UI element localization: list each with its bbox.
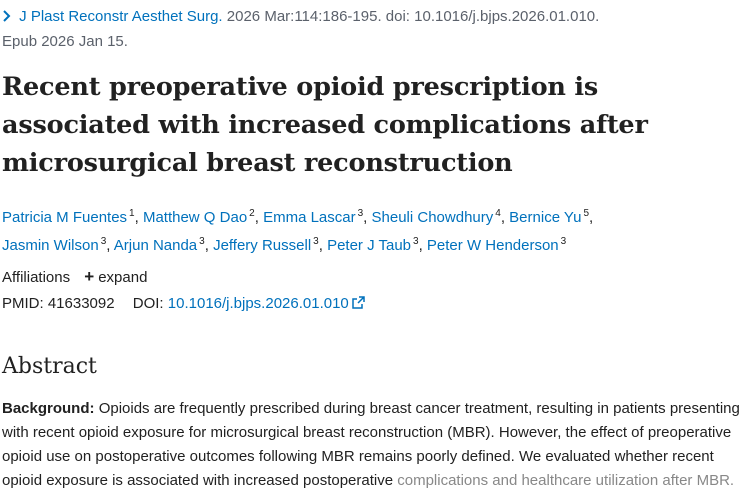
- identifiers-row: PMID: 41633092 DOI: 10.1016/j.bjps.2026.…: [2, 293, 365, 316]
- abstract-background: Background: Opioids are frequently presc…: [2, 397, 748, 493]
- author-link[interactable]: Bernice Yu: [509, 209, 582, 226]
- affiliation-number[interactable]: 5: [583, 208, 590, 219]
- author-link[interactable]: Matthew Q Dao: [142, 209, 248, 226]
- affiliation-number[interactable]: 3: [413, 236, 419, 247]
- doi-label: DOI:: [132, 295, 164, 312]
- author-link[interactable]: Arjun Nanda: [113, 237, 198, 254]
- doi-value: 10.1016/j.bjps.2026.01.010: [167, 295, 349, 312]
- pmid-value: 41633092: [47, 295, 115, 312]
- affiliation-number[interactable]: 3: [100, 236, 107, 247]
- external-link-icon: [352, 294, 365, 316]
- author-link[interactable]: Peter W Henderson: [426, 237, 559, 254]
- expand-label: expand: [98, 269, 148, 286]
- affiliation-number[interactable]: 3: [313, 236, 319, 247]
- citation-line: J Plast Reconstr Aesthet Surg. 2026 Mar:…: [2, 4, 742, 54]
- author-link[interactable]: Jasmin Wilson: [2, 237, 99, 254]
- affiliation-number[interactable]: 1: [129, 208, 135, 219]
- author-link[interactable]: Patricia M Fuentes: [2, 209, 128, 226]
- affiliation-number[interactable]: 4: [495, 208, 501, 219]
- article-title: Recent preoperative opioid prescription …: [2, 72, 648, 178]
- chevron-right-icon[interactable]: [2, 8, 15, 25]
- author-list: Patricia M Fuentes 1, Matthew Q Dao 2, Emm…: [2, 208, 594, 254]
- author-link[interactable]: Peter J Taub: [327, 237, 412, 254]
- affiliation-number[interactable]: 3: [357, 208, 364, 219]
- epub-date: Epub 2026 Jan 15.: [2, 33, 128, 50]
- expand-affiliations-button[interactable]: + expand: [84, 267, 148, 286]
- journal-link[interactable]: J Plast Reconstr Aesthet Surg.: [19, 8, 223, 25]
- citation-details: 2026 Mar:114:186-195. doi: 10.1016/j.bjp…: [226, 8, 600, 25]
- affiliation-number[interactable]: 2: [249, 208, 255, 219]
- abstract-heading: Abstract: [2, 354, 97, 379]
- background-text-continued: complications and healthcare utilization…: [397, 472, 735, 489]
- affiliation-number[interactable]: 3: [199, 236, 205, 247]
- affiliations-label: Affiliations: [2, 269, 71, 286]
- affiliation-number[interactable]: 3: [560, 236, 567, 247]
- plus-icon: +: [84, 267, 95, 286]
- doi-link[interactable]: 10.1016/j.bjps.2026.01.010: [168, 295, 365, 312]
- background-text: Opioids are frequently prescribed during…: [2, 400, 740, 489]
- author-link[interactable]: Jeffery Russell: [213, 237, 312, 254]
- pmid-label: PMID:: [2, 295, 44, 312]
- background-label: Background:: [2, 400, 95, 417]
- author-link[interactable]: Sheuli Chowdhury: [371, 209, 494, 226]
- affiliations-row: Affiliations + expand: [2, 266, 147, 289]
- author-link[interactable]: Emma Lascar: [263, 209, 356, 226]
